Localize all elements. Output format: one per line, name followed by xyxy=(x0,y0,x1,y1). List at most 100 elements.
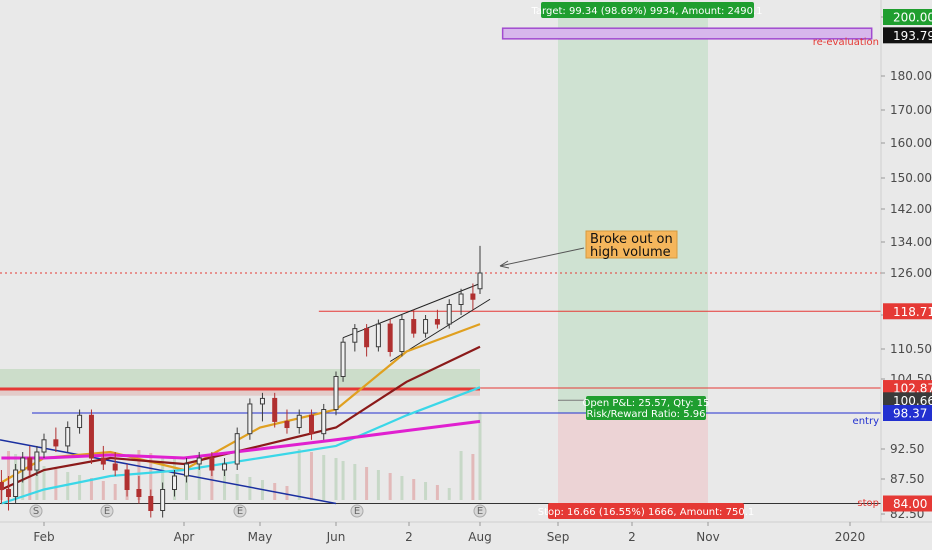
price-tick-label: 87.50 xyxy=(890,472,924,486)
time-tick-label: Sep xyxy=(547,530,570,544)
candle[interactable] xyxy=(160,482,166,518)
candle[interactable] xyxy=(284,409,290,434)
candle[interactable] xyxy=(296,409,302,434)
svg-text:200.00: 200.00 xyxy=(893,11,932,25)
profit-zone[interactable] xyxy=(558,17,708,413)
candle[interactable] xyxy=(272,392,278,428)
price-tag-entry[interactable]: 98.37 xyxy=(883,405,932,421)
earnings-marker-apr[interactable]: E xyxy=(233,504,247,518)
candle[interactable] xyxy=(112,452,118,476)
price-tick-label: 110.50 xyxy=(890,342,932,356)
stop-info-box[interactable]: Stop: 16.66 (16.55%) 1666, Amount: 750.1 xyxy=(538,503,754,519)
volume-bar xyxy=(161,456,165,500)
candle[interactable] xyxy=(34,445,40,476)
candle[interactable] xyxy=(259,392,265,422)
candle[interactable] xyxy=(321,403,327,440)
loss-zone[interactable] xyxy=(558,413,708,514)
earnings-marker-jun[interactable]: E xyxy=(350,504,364,518)
volume-bar xyxy=(113,484,117,500)
candle[interactable] xyxy=(0,470,4,504)
target-info-box[interactable]: Target: 99.34 (98.69%) 9934, Amount: 249… xyxy=(530,2,763,18)
pnl-info-box[interactable]: Open P&L: 25.57, Qty: 15 Risk/Reward Rat… xyxy=(582,396,710,420)
candle[interactable] xyxy=(124,464,130,497)
svg-text:102.87: 102.87 xyxy=(893,382,932,396)
earnings-marker-feb[interactable]: E xyxy=(100,504,114,518)
candle[interactable] xyxy=(423,315,429,338)
candle[interactable] xyxy=(340,337,346,382)
candle[interactable] xyxy=(375,319,381,352)
candle[interactable] xyxy=(88,409,94,464)
volume-bar xyxy=(388,473,392,500)
candle[interactable] xyxy=(308,409,314,440)
pnl-line-1: Open P&L: 25.57, Qty: 15 xyxy=(582,398,709,409)
svg-text:S: S xyxy=(33,506,39,517)
volume-bar xyxy=(341,461,345,500)
candle[interactable] xyxy=(333,371,339,416)
re-evaluation-zone[interactable] xyxy=(501,27,873,40)
price-tag-support[interactable]: 118.71 xyxy=(883,303,932,320)
candle[interactable] xyxy=(77,409,83,434)
candle[interactable] xyxy=(53,427,59,452)
candle[interactable] xyxy=(41,433,47,458)
candle[interactable] xyxy=(458,288,464,315)
candle[interactable] xyxy=(100,445,106,470)
candle[interactable] xyxy=(411,309,417,338)
price-axis-panel[interactable] xyxy=(881,0,932,522)
volume-bar xyxy=(35,463,39,500)
moving-average-line[interactable] xyxy=(1,386,481,505)
price-tag-top[interactable]: 200.00 xyxy=(883,9,932,25)
candle[interactable] xyxy=(184,458,190,483)
svg-text:E: E xyxy=(354,506,360,517)
candle[interactable] xyxy=(13,464,19,504)
re-evaluation-label: re-evaluation xyxy=(813,37,879,48)
earnings-marker-aug[interactable]: E xyxy=(473,504,487,518)
entry-label: entry xyxy=(853,416,880,427)
resistance-zone-lower xyxy=(0,390,480,396)
candle[interactable] xyxy=(209,452,215,476)
candle[interactable] xyxy=(136,476,142,504)
stop-label: stop xyxy=(857,498,879,509)
candle[interactable] xyxy=(387,319,393,357)
moving-averages-layer xyxy=(0,323,481,505)
volume-bar xyxy=(376,470,380,500)
moving-average-line[interactable] xyxy=(1,419,481,460)
price-tag-resistance[interactable]: 102.87 xyxy=(883,380,932,397)
volume-bar xyxy=(400,476,404,500)
candle[interactable] xyxy=(27,445,33,476)
price-tick-label: 160.00 xyxy=(890,136,932,150)
candle[interactable] xyxy=(399,315,405,357)
candle[interactable] xyxy=(470,283,476,310)
candle[interactable] xyxy=(247,398,253,440)
candle[interactable] xyxy=(222,458,228,476)
candle[interactable] xyxy=(65,421,71,452)
candle[interactable] xyxy=(6,476,12,511)
volume-bar xyxy=(435,485,439,500)
candle[interactable] xyxy=(196,452,202,470)
price-tag-current[interactable]: 100.66 xyxy=(883,392,932,409)
candle[interactable] xyxy=(234,427,240,470)
volume-bar xyxy=(210,468,214,500)
time-axis-panel[interactable] xyxy=(0,522,932,550)
price-tag-target[interactable]: 193.79 xyxy=(883,27,932,44)
candle[interactable] xyxy=(477,245,483,294)
volume-bar xyxy=(101,481,105,500)
price-tag-stop[interactable]: 84.00 xyxy=(883,495,932,512)
candle[interactable] xyxy=(446,299,452,329)
volume-bar xyxy=(334,458,338,500)
candle[interactable] xyxy=(364,324,370,357)
volume-bar xyxy=(297,449,301,500)
volume-bar xyxy=(322,455,326,500)
candles-layer[interactable] xyxy=(0,245,483,518)
time-axis[interactable]: Feb Apr May Jun 2 Aug Sep 2 Nov 2020 xyxy=(33,522,865,544)
breakout-callout[interactable]: Broke out on high volume xyxy=(585,230,678,260)
candle[interactable] xyxy=(352,324,358,352)
candle[interactable] xyxy=(148,489,154,518)
candle[interactable] xyxy=(20,452,26,483)
target-info-text: Target: 99.34 (98.69%) 9934, Amount: 249… xyxy=(530,6,762,17)
candle[interactable] xyxy=(434,309,440,329)
pnl-line-2: Risk/Reward Ratio: 5.96 xyxy=(586,409,705,420)
split-marker[interactable]: S xyxy=(29,504,43,518)
candle[interactable] xyxy=(172,470,178,497)
